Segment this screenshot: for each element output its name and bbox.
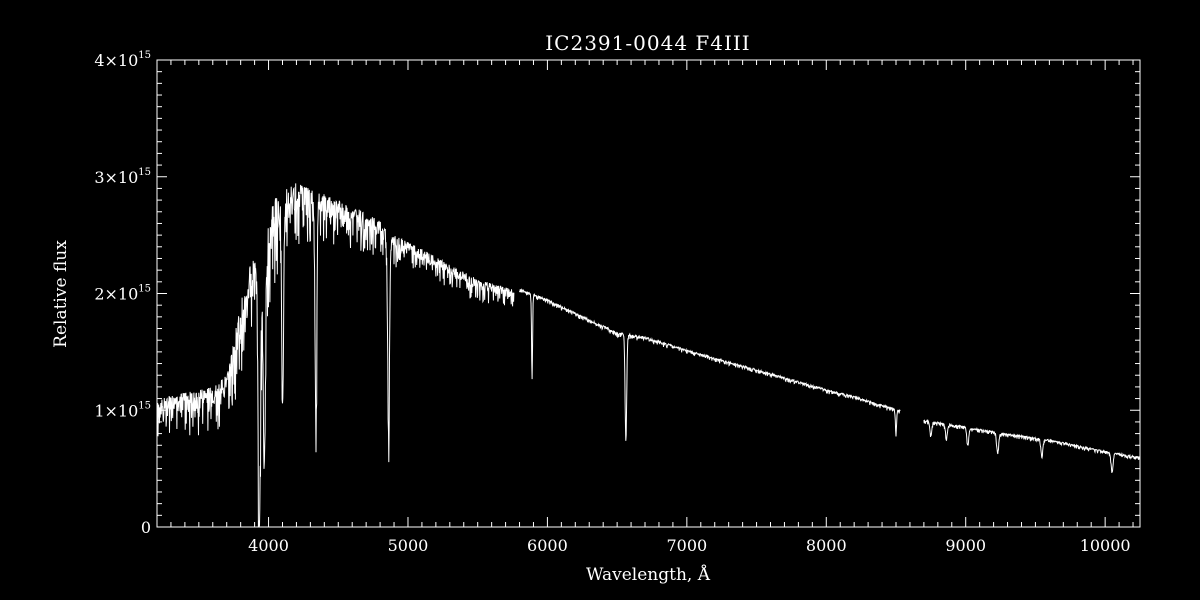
y-tick-exponent: 15	[138, 167, 151, 178]
y-tick-label: 1×1015	[94, 400, 151, 420]
y-tick-base: 1×10	[94, 401, 138, 420]
x-tick-label: 6000	[527, 536, 568, 555]
x-tick-label: 7000	[666, 536, 707, 555]
tick-labels: 4000 5000 6000 7000 8000 9000 1000001×10152×10…	[94, 50, 1130, 555]
y-tick-base: 0	[141, 518, 151, 537]
y-tick-base: 3×10	[94, 168, 138, 187]
y-tick-label: 4×1015	[94, 50, 151, 70]
x-tick-label: 8000	[806, 536, 847, 555]
x-tick-label: 5000	[388, 536, 429, 555]
y-tick-base: 2×10	[94, 285, 138, 304]
y-tick-exponent: 15	[138, 400, 151, 411]
y-tick-label: 2×1015	[94, 284, 151, 304]
chart-title: IC2391-0044 F4III	[545, 31, 750, 55]
spectrum-segment-1	[156, 183, 515, 528]
y-tick-exponent: 15	[138, 50, 151, 61]
axis-ticks	[156, 59, 1140, 528]
x-tick-label: 10000	[1080, 536, 1131, 555]
y-tick-exponent: 15	[138, 284, 151, 295]
y-tick-label: 0	[141, 518, 151, 537]
y-tick-base: 4×10	[94, 51, 138, 70]
x-tick-label: 4000	[248, 536, 289, 555]
spectrum-segment-2	[519, 288, 901, 441]
x-tick-label: 9000	[945, 536, 986, 555]
y-tick-label: 3×1015	[94, 167, 151, 187]
spectrum-segment-3	[923, 418, 1141, 473]
spectrum-series	[156, 183, 1141, 528]
y-axis-label: Relative flux	[51, 240, 71, 348]
x-axis-label: Wavelength, Å	[586, 564, 711, 585]
